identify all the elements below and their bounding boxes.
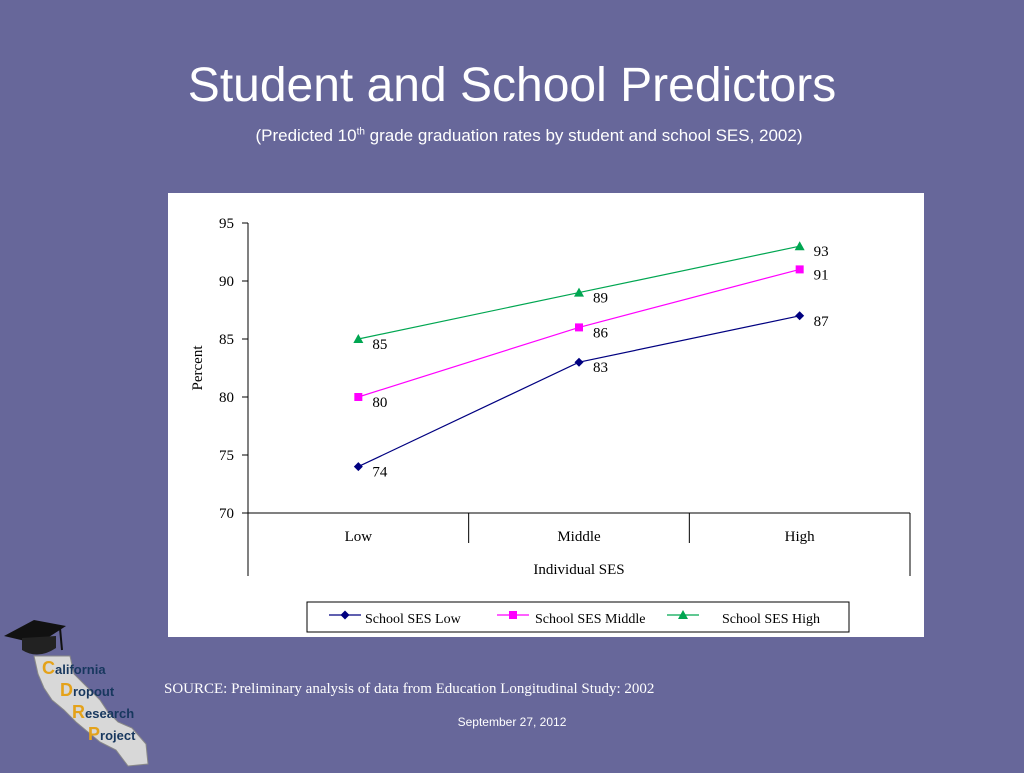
- slide-date: September 27, 2012: [457, 715, 567, 729]
- y-tick-label: 75: [219, 448, 234, 464]
- data-label: 91: [814, 267, 829, 283]
- legend-label: School SES High: [722, 612, 820, 627]
- line-chart: 70 75 80 85 90 95 Percent Low Middle High Individu…: [190, 216, 911, 633]
- legend-box: [306, 601, 850, 633]
- data-point: [353, 334, 364, 343]
- y-axis-label: Percent: [190, 345, 206, 391]
- subtitle-text-after: grade graduation rates by student and sc…: [364, 126, 803, 145]
- graduation-cap-california-icon: [4, 620, 149, 767]
- logo-word-4: Project: [88, 724, 136, 744]
- data-point: [795, 265, 804, 274]
- data-label: 74: [372, 465, 388, 481]
- data-point: [794, 241, 805, 251]
- series-line: [358, 315, 800, 468]
- y-tick-label: 70: [219, 506, 234, 522]
- data-point: [574, 287, 584, 297]
- y-tick-label: 90: [219, 274, 234, 290]
- data-label: 93: [814, 244, 829, 260]
- data-point: [574, 357, 584, 367]
- data-point: [353, 462, 363, 472]
- cdrp-logo: California Dropout Research Project: [0, 604, 165, 768]
- logo-word-1: California: [42, 658, 106, 678]
- x-tick-label: Middle: [557, 529, 601, 545]
- data-point: [354, 393, 363, 401]
- x-axis-label: Individual SES: [533, 562, 624, 578]
- data-point: [795, 311, 805, 321]
- logo-word-3: Research: [72, 702, 135, 722]
- source-note: SOURCE: Preliminary analysis of data fro…: [164, 681, 655, 697]
- legend-marker: [509, 611, 517, 619]
- y-tick-label: 85: [219, 332, 234, 348]
- data-point: [575, 323, 583, 332]
- y-tick-label: 80: [219, 390, 234, 406]
- data-label: 87: [814, 314, 830, 330]
- slide-subtitle: (Predicted 10th grade graduation rates b…: [0, 126, 1024, 146]
- data-label: 83: [593, 360, 608, 376]
- legend-label: School SES Middle: [535, 612, 645, 627]
- y-tick-label: 95: [219, 216, 234, 232]
- chart-area: 70 75 80 85 90 95 Percent Low Middle High Individu…: [168, 193, 924, 637]
- legend-marker: [340, 610, 350, 620]
- data-label: 89: [593, 291, 608, 307]
- data-label: 80: [372, 395, 387, 411]
- subtitle-text-before: (Predicted 10: [255, 126, 357, 145]
- data-label: 86: [593, 325, 609, 341]
- slide-title: Student and School Predictors: [187, 59, 837, 112]
- x-tick-label: Low: [345, 529, 373, 545]
- data-label: 85: [372, 337, 387, 353]
- legend-label: School SES Low: [365, 612, 462, 627]
- legend-marker: [678, 610, 688, 619]
- x-tick-label: High: [785, 529, 816, 545]
- subtitle-superscript: th: [356, 126, 365, 138]
- logo-word-2: Dropout: [60, 680, 115, 700]
